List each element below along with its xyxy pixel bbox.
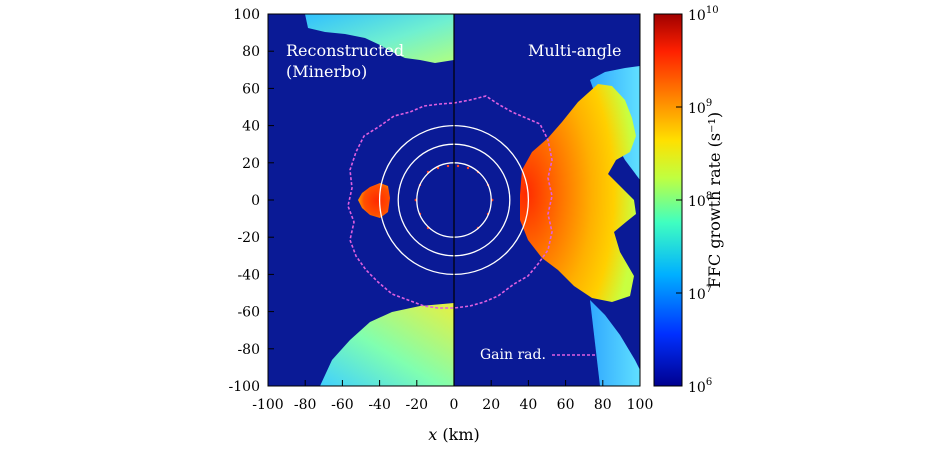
x-axis-ticks: -100 -80 -60 -40 -20 0 20 40 60 80 100: [252, 380, 653, 413]
x-tick-label: 0: [450, 397, 459, 413]
colorbar-tick-label: 1010: [688, 5, 719, 24]
top-left-region: [305, 14, 454, 63]
y-tick-label: 40: [242, 119, 260, 135]
panel-label-right: Multi-angle: [528, 41, 621, 60]
bottom-left-region: [320, 303, 454, 386]
colorbar-tick-label: 108: [688, 191, 712, 210]
x-tick-label: 80: [594, 397, 612, 413]
heatmap-layer: [305, 14, 640, 386]
panel-label-left-line1: Reconstructed: [286, 41, 404, 60]
y-tick-label: -80: [237, 342, 260, 358]
colorbar-label: FFC growth rate (s⁻¹): [705, 112, 724, 288]
y-tick-label: 100: [233, 7, 260, 23]
gain-radius-curve: [347, 95, 553, 309]
left-panel-blob: [358, 183, 390, 218]
x-tick-label: -20: [406, 397, 429, 413]
y-tick-label: 20: [242, 156, 260, 172]
right-edge-bottom-region: [590, 300, 640, 386]
colorbar-ticks: 1010 109 108 107 106: [676, 5, 719, 396]
y-tick-label: -100: [229, 379, 260, 395]
y-tick-label: 80: [242, 44, 260, 60]
legend-gain-label: Gain rad.: [480, 347, 546, 363]
x-tick-label: 60: [557, 397, 575, 413]
x-tick-label: 40: [519, 397, 537, 413]
y-tick-label: -60: [237, 305, 260, 321]
x-tick-label: -40: [368, 397, 391, 413]
panel-label-left-line2: (Minerbo): [286, 62, 367, 81]
y-tick-label: 60: [242, 81, 260, 97]
colorbar-tick-label: 107: [688, 284, 712, 303]
x-tick-label: -80: [294, 397, 317, 413]
x-tick-label: -60: [331, 397, 354, 413]
x-tick-label: 100: [627, 397, 654, 413]
colorbar-tick-label: 109: [688, 98, 712, 117]
y-tick-label: 0: [251, 193, 260, 209]
x-tick-label: 20: [482, 397, 500, 413]
y-tick-label: -40: [237, 267, 260, 283]
x-tick-label: -100: [252, 397, 283, 413]
y-tick-label: -20: [237, 230, 260, 246]
y-axis-ticks: 100 80 60 40 20 0 -20 -40 -60 -80 -100: [229, 7, 274, 395]
colorbar-tick-label: 106: [688, 377, 712, 396]
x-axis-label: x (km): [428, 425, 479, 444]
